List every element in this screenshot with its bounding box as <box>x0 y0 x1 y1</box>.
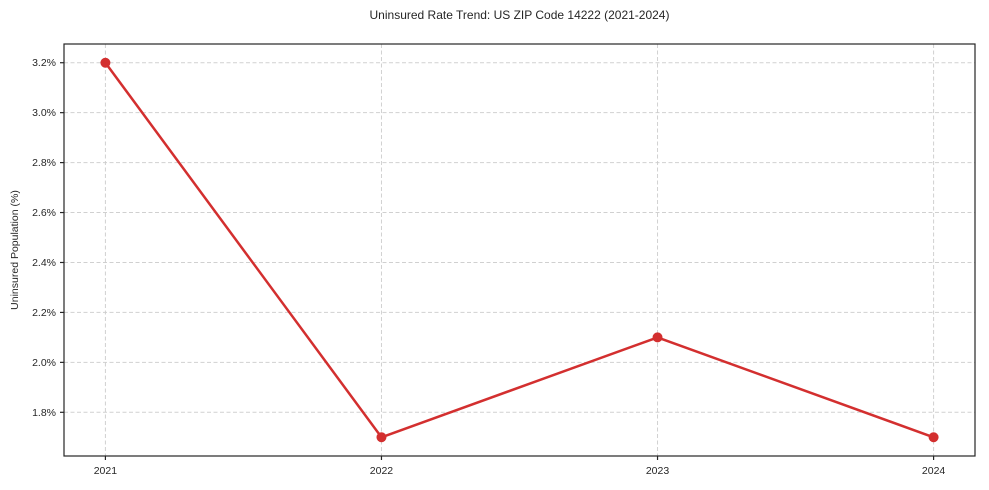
y-tick-label: 2.4% <box>32 257 56 269</box>
y-tick-label: 3.2% <box>32 57 56 69</box>
y-tick-label: 2.2% <box>32 307 56 319</box>
chart-title: Uninsured Rate Trend: US ZIP Code 14222 … <box>369 8 670 22</box>
x-tick-label: 2022 <box>370 465 394 477</box>
y-tick-label: 1.8% <box>32 407 56 419</box>
y-tick-label: 2.0% <box>32 357 56 369</box>
x-tick-label: 2024 <box>922 465 946 477</box>
data-point <box>100 57 111 68</box>
y-tick-label: 2.6% <box>32 207 56 219</box>
data-point <box>376 432 387 443</box>
plot-border <box>63 43 976 457</box>
data-line <box>104 61 935 439</box>
y-tick-label: 2.8% <box>32 157 56 169</box>
data-point <box>928 432 939 443</box>
y-tick-label: 3.0% <box>32 107 56 119</box>
x-tick-label: 2023 <box>646 465 670 477</box>
x-tick-label: 2021 <box>94 465 118 477</box>
y-axis-label: Uninsured Population (%) <box>9 190 21 310</box>
data-point <box>652 332 663 343</box>
